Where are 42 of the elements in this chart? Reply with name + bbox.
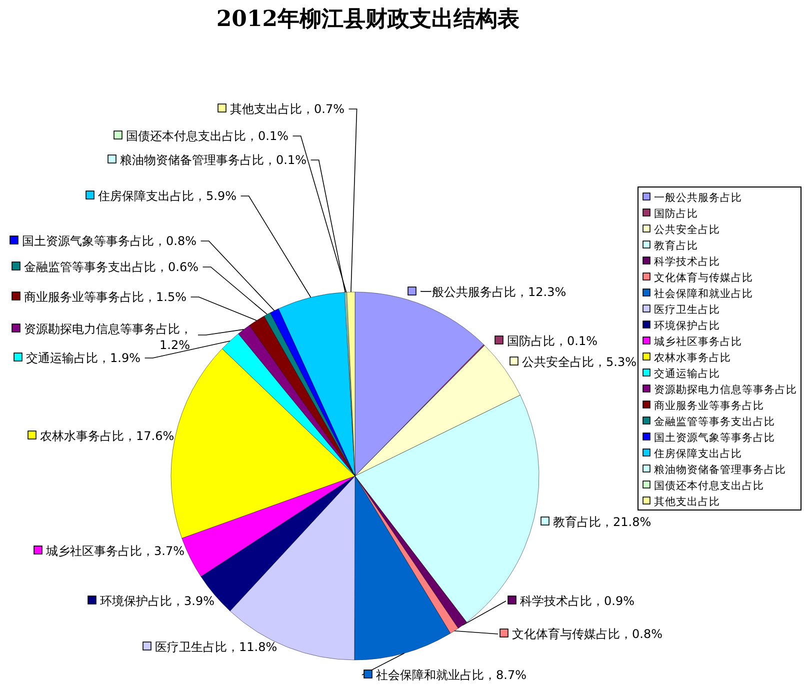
category-label: 公共安全占比，5.3% — [522, 355, 636, 369]
legend-label: 科学技术占比 — [654, 255, 720, 268]
legend-label: 城乡社区事务占比 — [653, 335, 742, 348]
legend-label: 商业服务业等事务占比 — [654, 399, 764, 412]
category-label: 科学技术占比，0.9% — [520, 594, 634, 608]
legend-label: 公共安全占比 — [654, 223, 720, 236]
legend-label: 环境保护占比 — [654, 319, 720, 332]
category-label: 农林水事务占比，17.6% — [40, 429, 174, 443]
category-label: 医疗卫生占比，11.8% — [155, 640, 278, 654]
legend-label: 医疗卫生占比 — [654, 303, 720, 316]
category-label: 社会保障和就业占比，8.7% — [376, 668, 526, 682]
legend-label: 社会保障和就业占比 — [654, 287, 753, 300]
legend-label: 住房保障支出占比 — [654, 447, 742, 460]
category-label: 其他支出占比，0.7% — [230, 102, 344, 116]
legend-label: 国防占比 — [654, 207, 698, 220]
legend-label: 国土资源气象等事务占比 — [654, 431, 775, 444]
category-label: 金融监管等事务支出占比，0.6% — [24, 260, 198, 274]
category-label: 粮油物资储备管理事务占比，0.1% — [120, 153, 306, 167]
category-label: 住房保障支出占比，5.9% — [98, 189, 236, 203]
legend-label: 国债还本付息支出占比 — [654, 479, 764, 492]
legend-label: 一般公共服务占比 — [654, 191, 742, 204]
category-label: 交通运输占比，1.9% — [26, 351, 140, 365]
category-label: 国土资源气象等事务占比，0.8% — [22, 234, 196, 248]
legend-label: 教育占比 — [654, 239, 698, 252]
legend-label: 其他支出占比 — [654, 495, 720, 508]
legend-label: 文化体育与传媒占比 — [654, 271, 753, 284]
category-label: 商业服务业等事务占比，1.5% — [24, 290, 186, 304]
legend-label: 农林水事务占比 — [654, 351, 731, 364]
category-label: 教育占比，21.8% — [553, 515, 652, 529]
text: 1.2% — [160, 338, 190, 352]
category-label: 国防占比，0.1% — [507, 334, 598, 348]
category-label: 城乡社区事务占比，3.7% — [46, 544, 184, 558]
legend-label: 资源勘探电力信息等事务占比 — [654, 383, 797, 396]
legend-label: 交通运输占比 — [654, 367, 720, 380]
chart-title: 2012年柳江县财政支出结构表 — [216, 6, 520, 32]
category-label: 一般公共服务占比，12.3% — [420, 285, 566, 299]
legend-label: 金融监管等事务支出占比 — [654, 415, 775, 428]
category-label: 国债还本付息支出占比，0.1% — [126, 129, 288, 143]
category-label: 资源勘探电力信息等事务占比， — [24, 322, 192, 336]
category-label: 环境保护占比，3.9% — [100, 594, 214, 608]
legend-label: 粮油物资储备管理事务占比 — [654, 463, 786, 476]
category-label: 文化体育与传媒占比，0.8% — [512, 627, 662, 641]
